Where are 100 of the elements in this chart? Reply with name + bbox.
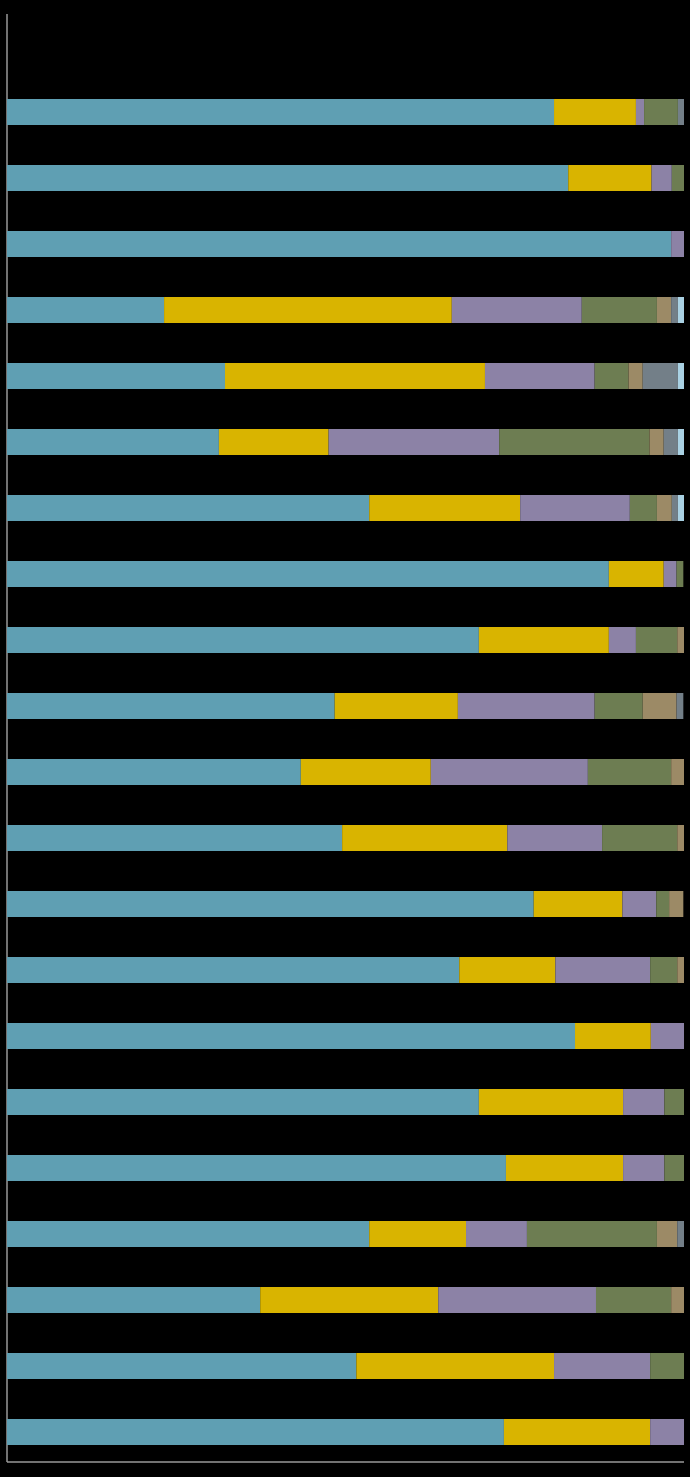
bar (581, 297, 657, 323)
bar (629, 495, 657, 522)
bar (596, 1287, 672, 1314)
bar (334, 693, 458, 720)
bar (7, 165, 569, 191)
bar (594, 693, 643, 720)
bar (594, 363, 629, 389)
bar (677, 1221, 685, 1248)
bar (260, 1287, 439, 1314)
bar (656, 297, 672, 323)
bar (478, 627, 609, 654)
bar (555, 957, 651, 984)
bar (628, 363, 643, 389)
bar (7, 561, 609, 588)
bar (7, 825, 343, 852)
bar (651, 165, 672, 191)
bar (499, 429, 650, 455)
bar (7, 1089, 479, 1116)
bar (7, 759, 301, 786)
bar (677, 99, 685, 125)
bar (7, 1155, 506, 1182)
bar (671, 1287, 685, 1314)
bar (623, 1089, 665, 1116)
bar (677, 363, 685, 389)
bar (459, 957, 556, 984)
bar (664, 1155, 685, 1182)
bar (677, 957, 685, 984)
bar (677, 429, 685, 455)
bar (635, 627, 678, 654)
bar (328, 429, 500, 455)
bar (356, 1353, 555, 1380)
bar (623, 1155, 665, 1182)
bar (507, 825, 603, 852)
bar (663, 561, 677, 588)
bar (7, 1419, 504, 1446)
bar (457, 693, 595, 720)
bar (650, 1419, 685, 1446)
bar (656, 891, 670, 918)
bar (503, 1419, 651, 1446)
bar (225, 363, 485, 389)
bar (602, 825, 678, 852)
bar (7, 495, 370, 522)
bar (677, 495, 685, 522)
bar (218, 429, 329, 455)
bar (671, 297, 678, 323)
bar (7, 363, 225, 389)
bar (7, 1221, 370, 1248)
bar (568, 165, 652, 191)
bar (575, 1023, 651, 1050)
bar (644, 99, 678, 125)
bar (300, 759, 431, 786)
bar (533, 891, 623, 918)
bar (635, 99, 645, 125)
bar (608, 627, 636, 654)
bar (608, 561, 664, 588)
bar (649, 429, 664, 455)
bar (451, 297, 582, 323)
bar (677, 297, 685, 323)
bar (7, 891, 534, 918)
bar (478, 1089, 624, 1116)
bar (642, 363, 678, 389)
bar (642, 693, 677, 720)
bar (7, 297, 165, 323)
bar (554, 99, 636, 125)
bar (7, 627, 479, 654)
bar (7, 231, 672, 257)
bar (587, 759, 672, 786)
bar (430, 759, 588, 786)
bar (671, 165, 685, 191)
bar (7, 1023, 576, 1050)
bar (526, 1221, 657, 1248)
bar (664, 1089, 685, 1116)
bar (554, 1353, 651, 1380)
bar (677, 627, 685, 654)
bar (164, 297, 452, 323)
bar (7, 1287, 261, 1314)
bar (669, 891, 684, 918)
bar (7, 957, 460, 984)
bar (650, 957, 678, 984)
bar (656, 1221, 678, 1248)
bar (622, 891, 657, 918)
bar (671, 495, 678, 522)
bar (369, 495, 521, 522)
bar (650, 1023, 685, 1050)
bar (650, 1353, 685, 1380)
bar (505, 1155, 624, 1182)
bar (520, 495, 630, 522)
bar (7, 693, 335, 720)
bar (342, 825, 508, 852)
bar (677, 825, 685, 852)
bar (671, 759, 685, 786)
bar (466, 1221, 527, 1248)
bar (7, 99, 555, 125)
bar (656, 495, 672, 522)
bar (438, 1287, 596, 1314)
bar (7, 1353, 357, 1380)
bar (484, 363, 595, 389)
bar (7, 429, 219, 455)
bar (369, 1221, 467, 1248)
bar (663, 429, 678, 455)
